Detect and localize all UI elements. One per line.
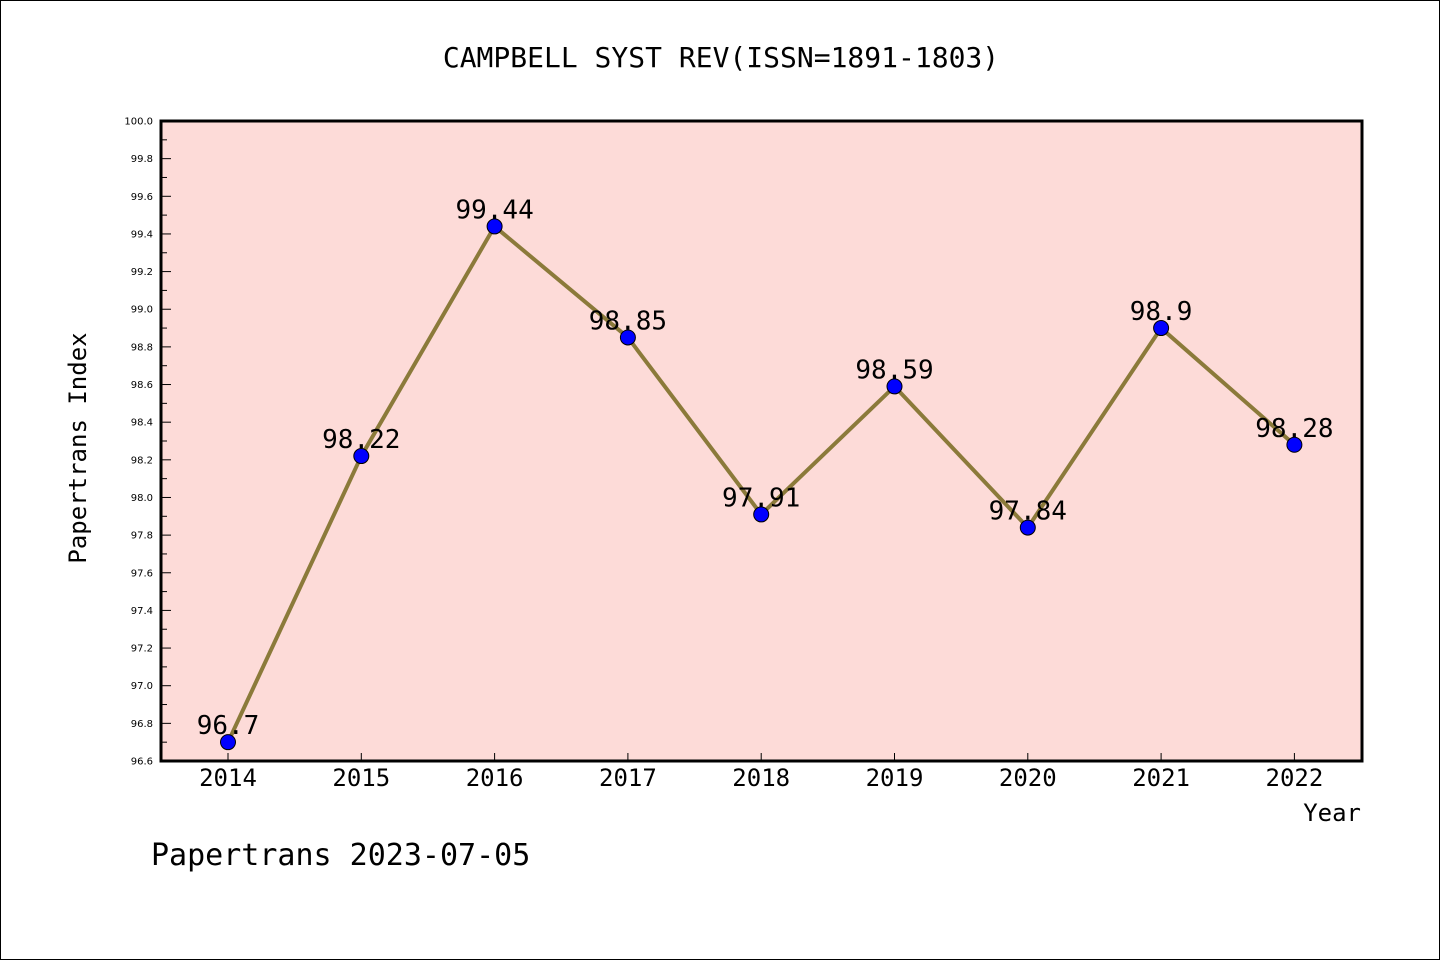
data-label: 98.28 (1255, 414, 1333, 444)
y-tick-label: 97.0 (131, 681, 153, 692)
data-label: 98.85 (589, 306, 667, 336)
data-point (1019, 519, 1036, 536)
data-labels: 96.7 98.22 99.44 98.85 97.91 98.59 97.84 98.9 98… (197, 195, 1334, 741)
data-point (1286, 436, 1303, 453)
data-point (220, 734, 236, 751)
y-tick-label: 99.8 (131, 154, 153, 165)
data-label: 98.22 (322, 425, 400, 455)
x-tick-label: 2017 (599, 764, 657, 792)
x-tick-label: 2019 (866, 764, 924, 792)
data-label: 97.84 (989, 497, 1067, 527)
y-tick-label: 97.2 (131, 644, 153, 655)
data-point (886, 378, 903, 395)
y-tick-label: 98.0 (131, 493, 153, 504)
y-tick-label: 98.6 (131, 380, 153, 391)
data-point (1153, 320, 1170, 337)
footer-date: Papertrans 2023-07-05 (151, 838, 530, 873)
data-label: 98.59 (855, 355, 933, 385)
y-axis-ticks: 96.6 96.8 97.0 97.2 97.4 97.6 97.8 98.0 98.2 98.4… (124, 117, 171, 768)
y-tick-label: 99.4 (131, 229, 153, 240)
x-axis-ticks: 2014 2015 2016 2017 2018 2019 2020 2021 2022 (199, 753, 1323, 792)
x-tick-label: 2020 (999, 764, 1057, 792)
y-tick-label: 96.8 (131, 719, 153, 730)
data-point (353, 448, 370, 465)
y-tick-label: 100.0 (124, 117, 153, 128)
y-tick-label: 97.4 (131, 606, 153, 617)
data-point (486, 218, 503, 235)
y-tick-label: 98.2 (131, 455, 153, 466)
chart-title: CAMPBELL SYST REV(ISSN=1891-1803) (443, 41, 999, 74)
x-tick-label: 2021 (1132, 764, 1190, 792)
y-tick-label: 99.2 (131, 267, 153, 278)
data-label: 99.44 (455, 195, 533, 225)
y-tick-label: 99.0 (131, 305, 153, 316)
y-tick-label: 98.4 (131, 418, 153, 429)
series-markers (220, 218, 1303, 751)
y-axis-label: Papertrans Index (64, 332, 92, 563)
y-tick-label: 97.6 (131, 568, 153, 579)
data-point (753, 506, 770, 523)
data-label: 98.9 (1130, 297, 1193, 327)
y-tick-label: 97.8 (131, 531, 153, 542)
y-tick-label: 99.6 (131, 192, 153, 203)
y-tick-label: 96.6 (131, 757, 153, 768)
plot-area (159, 119, 1364, 763)
x-tick-label: 2022 (1266, 764, 1324, 792)
x-tick-label: 2018 (732, 764, 790, 792)
data-point (619, 329, 636, 346)
x-tick-label: 2016 (466, 764, 524, 792)
data-label: 97.91 (722, 483, 800, 513)
x-tick-label: 2014 (199, 764, 257, 792)
x-tick-label: 2015 (332, 764, 390, 792)
y-tick-label: 98.8 (131, 342, 153, 353)
data-label: 96.7 (197, 711, 260, 741)
x-axis-label: Year (1303, 799, 1361, 827)
